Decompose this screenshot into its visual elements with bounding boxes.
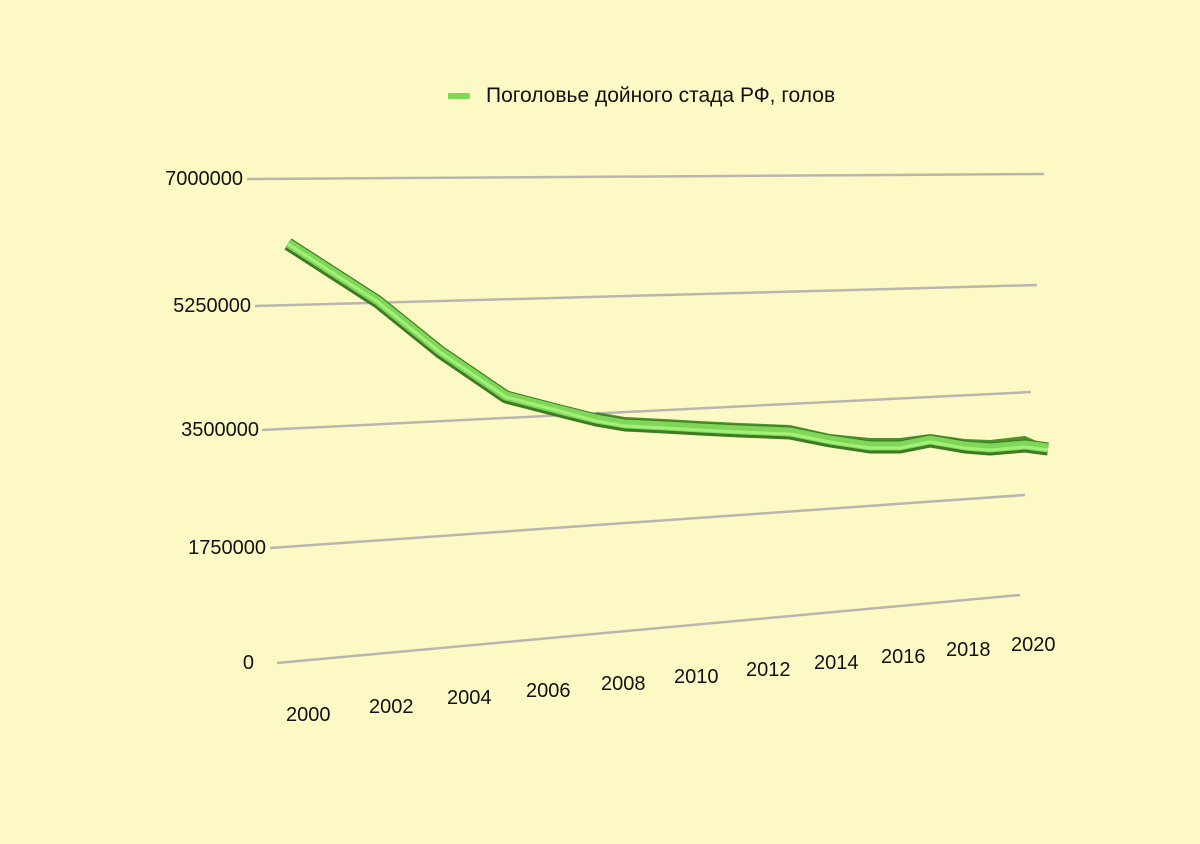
xtick-2008: 2008 [601,673,646,695]
data-line [284,238,1049,456]
xtick-2006: 2006 [526,680,571,702]
legend-label: Поголовье дойного стада РФ, голов [486,84,836,107]
ytick-1750000: 1750000 [188,537,266,559]
ytick-7000000: 7000000 [165,168,243,190]
gridline-7000000 [246,172,1045,181]
xtick-2000: 2000 [286,704,331,726]
series-line [284,238,1049,456]
ytick-3500000: 3500000 [181,419,259,441]
ytick-5250000: 5250000 [173,295,251,317]
legend-swatch-icon [448,93,470,99]
gridline-1750000 [269,493,1026,550]
xtick-2018: 2018 [946,639,991,661]
xtick-2002: 2002 [369,696,414,718]
gridline-0 [276,593,1021,665]
xtick-2014: 2014 [814,652,859,674]
legend: Поголовье дойного стада РФ, голов [448,84,835,108]
gridline-3500000 [261,390,1032,432]
xtick-2004: 2004 [447,687,492,709]
ytick-0: 0 [242,652,254,674]
xtick-2016: 2016 [881,646,926,668]
xtick-2020: 2020 [1011,634,1056,656]
xtick-2010: 2010 [674,666,719,688]
xtick-2012: 2012 [746,659,791,681]
